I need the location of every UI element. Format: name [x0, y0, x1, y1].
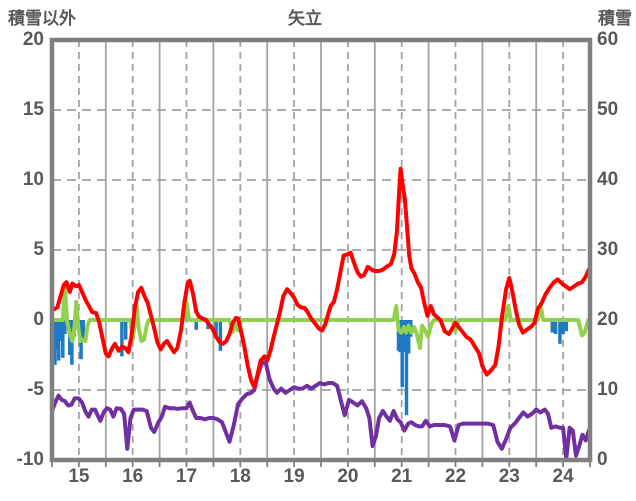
plot-border	[49, 37, 593, 463]
right-axis-tick-label: 10	[597, 379, 619, 400]
chart-title: 矢立	[288, 9, 322, 28]
x-axis-tick-label: 17	[175, 466, 198, 487]
left-axis-tick-label: 20	[22, 29, 44, 50]
right-axis-title: 積雪	[598, 9, 632, 28]
left-axis-tick-label: -10	[16, 449, 44, 470]
left-axis-title: 積雪以外	[8, 9, 76, 28]
x-axis-tick-label: 22	[444, 466, 467, 487]
x-axis-tick-label: 18	[229, 466, 251, 487]
x-axis-tick-label: 16	[122, 466, 144, 487]
right-axis-tick-label: 30	[597, 239, 619, 260]
right-axis-tick-label: 20	[597, 309, 619, 330]
x-axis-tick-label: 23	[498, 466, 520, 487]
right-axis-tick-label: 60	[597, 29, 619, 50]
x-axis-tick-label: 21	[391, 466, 413, 487]
red-line	[50, 166, 591, 390]
x-axis-tick-label: 19	[283, 466, 305, 487]
x-axis-tick-label: 20	[337, 466, 359, 487]
left-axis-tick-label: 5	[33, 239, 44, 260]
x-axis-tick-label: 24	[552, 466, 574, 487]
purple-line	[50, 360, 591, 461]
left-axis-tick-label: 10	[22, 169, 44, 190]
left-axis-tick-label: -5	[27, 379, 44, 400]
right-axis-tick-label: 0	[597, 449, 608, 470]
right-axis-tick-label: 40	[597, 169, 619, 190]
left-axis-tick-label: 15	[22, 99, 44, 120]
right-axis-tick-label: 50	[597, 99, 619, 120]
x-axis-tick-label: 15	[68, 466, 90, 487]
left-axis-tick-label: 0	[33, 309, 44, 330]
